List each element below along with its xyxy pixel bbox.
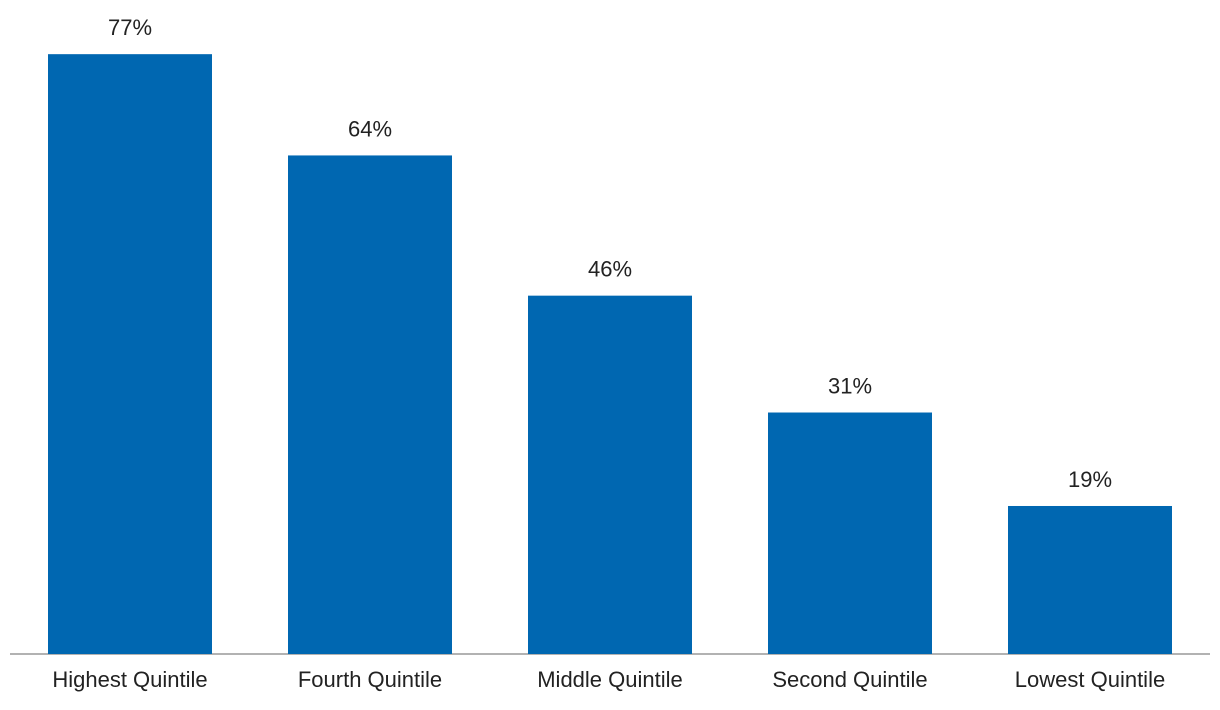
x-tick-label: Lowest Quintile <box>1015 667 1165 692</box>
value-label: 31% <box>828 373 872 398</box>
x-tick-label: Second Quintile <box>772 667 927 692</box>
bar <box>48 54 212 655</box>
bar <box>288 155 452 654</box>
value-label: 77% <box>108 15 152 40</box>
bar <box>528 295 692 654</box>
x-tick-label: Fourth Quintile <box>298 667 442 692</box>
x-tick-label: Highest Quintile <box>52 667 207 692</box>
value-label: 19% <box>1068 467 1112 492</box>
bar <box>1008 505 1172 654</box>
x-tick-label: Middle Quintile <box>537 667 683 692</box>
bar <box>768 412 932 654</box>
value-label: 46% <box>588 256 632 281</box>
value-label: 64% <box>348 116 392 141</box>
